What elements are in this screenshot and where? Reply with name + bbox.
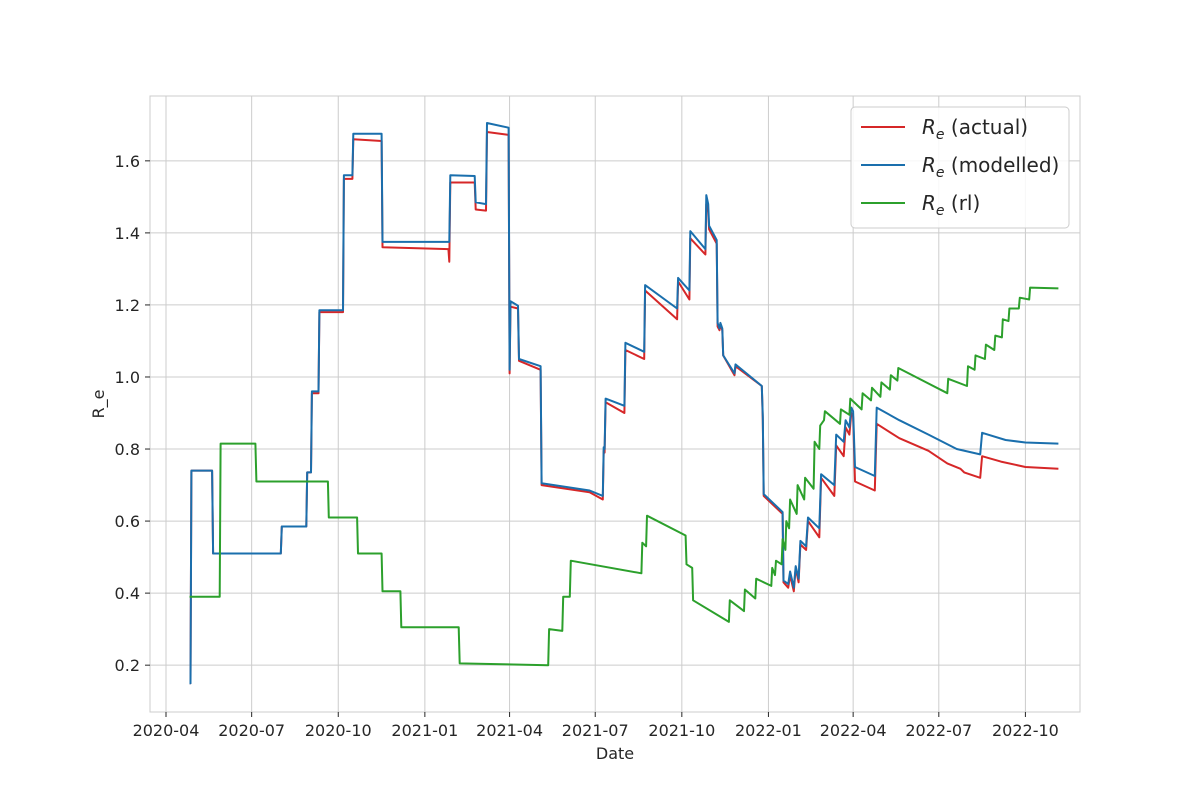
x-tick-label: 2022-04 bbox=[820, 721, 887, 740]
legend-label-rl: Re (rl) bbox=[922, 191, 980, 219]
x-axis-ticks: 2020-04 2020-07 2020-10 2021-01 2021-04 2021-… bbox=[133, 712, 1059, 740]
y-axis-ticks: 0.2 0.4 0.6 0.8 1.0 1.2 1.4 1.6 bbox=[115, 152, 150, 675]
y-tick-label: 1.2 bbox=[115, 296, 140, 315]
y-tick-label: 0.6 bbox=[115, 512, 140, 531]
x-tick-label: 2020-04 bbox=[133, 721, 200, 740]
x-tick-label: 2021-10 bbox=[648, 721, 715, 740]
y-tick-label: 1.6 bbox=[115, 152, 140, 171]
x-axis-label: Date bbox=[596, 744, 634, 763]
legend-label-actual: Re (actual) bbox=[922, 115, 1028, 143]
x-tick-label: 2020-10 bbox=[305, 721, 372, 740]
series-lines bbox=[189, 122, 1059, 685]
series-line-rl bbox=[189, 286, 1059, 667]
y-axis-label: R_e bbox=[89, 390, 109, 419]
x-tick-label: 2022-10 bbox=[992, 721, 1059, 740]
y-tick-label: 0.4 bbox=[115, 584, 140, 603]
x-tick-label: 2022-07 bbox=[905, 721, 972, 740]
y-tick-label: 0.8 bbox=[115, 440, 140, 459]
x-tick-label: 2021-04 bbox=[476, 721, 543, 740]
series-line-modelled bbox=[189, 122, 1059, 685]
y-tick-label: 1.4 bbox=[115, 224, 140, 243]
x-tick-label: 2021-01 bbox=[391, 721, 458, 740]
legend-box bbox=[850, 106, 1070, 229]
y-tick-label: 0.2 bbox=[115, 656, 140, 675]
x-tick-label: 2021-07 bbox=[562, 721, 629, 740]
y-tick-label: 1.0 bbox=[115, 368, 140, 387]
x-tick-label: 2020-07 bbox=[218, 721, 285, 740]
x-tick-label: 2022-01 bbox=[735, 721, 802, 740]
legend-label-modelled: Re (modelled) bbox=[922, 153, 1059, 181]
legend: Re (actual) Re (modelled) Re (rl) bbox=[850, 106, 1070, 229]
